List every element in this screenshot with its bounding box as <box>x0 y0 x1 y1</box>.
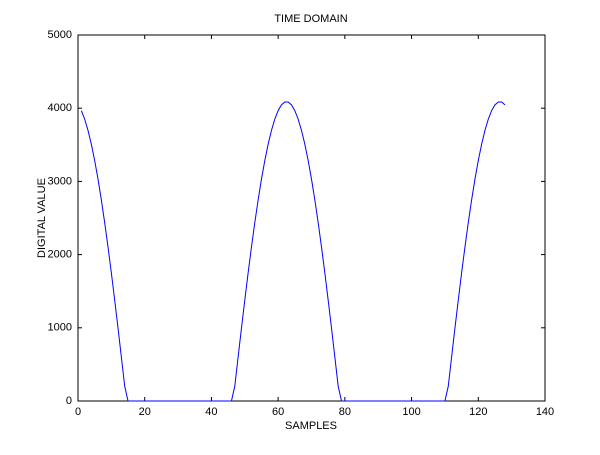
x-tick-label: 120 <box>469 406 487 418</box>
y-tick-label: 3000 <box>48 175 72 187</box>
y-tick-label: 2000 <box>48 249 72 261</box>
plot-frame <box>77 34 546 402</box>
x-tick-label: 60 <box>272 406 284 418</box>
x-axis-label: SAMPLES <box>285 420 337 432</box>
x-tick-label: 80 <box>339 406 351 418</box>
x-tick-label: 40 <box>205 406 217 418</box>
x-tick-label: 100 <box>402 406 420 418</box>
x-tick-label: 20 <box>139 406 151 418</box>
y-tick-label: 4000 <box>48 102 72 114</box>
x-tick-label: 140 <box>536 406 554 418</box>
y-axis-label: DIGITAL VALUE <box>36 178 48 258</box>
y-tick-label: 1000 <box>48 322 72 334</box>
y-tick-label: 0 <box>66 395 72 407</box>
y-tick-label: 5000 <box>48 29 72 41</box>
chart-title: TIME DOMAIN <box>274 13 347 25</box>
data-line <box>80 101 506 402</box>
x-tick-label: 0 <box>75 406 81 418</box>
